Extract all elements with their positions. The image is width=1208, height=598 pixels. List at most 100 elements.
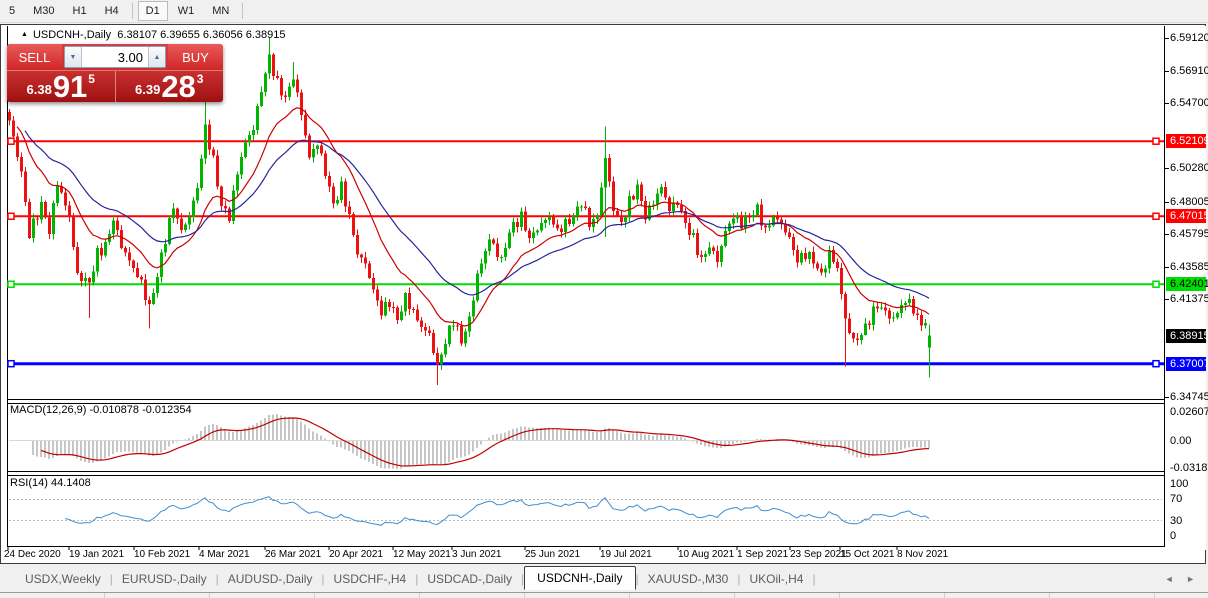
timeframe-toolbar: 5 M30 H1 H4 D1 W1 MN [0,0,1208,23]
tab-audusd-daily[interactable]: AUDUSD-,Daily [227,572,313,586]
timeframe-button-m30[interactable]: M30 [33,5,55,17]
price-tickmark [1165,299,1169,300]
indicator-tick-label: 30 [1170,515,1183,527]
macd-signal-line [40,417,930,467]
rsi-line [64,496,930,526]
tab-usdx-weekly[interactable]: USDX,Weekly [25,572,101,586]
date-label: 4 Mar 2021 [199,549,250,560]
price-tickmark [1165,202,1169,203]
price-level-line-6.52109[interactable] [7,137,1164,145]
volume-decrease-button[interactable]: ▼ [65,47,82,67]
indicator-tick-label: -0.03187 [1170,462,1208,474]
timeframe-button-5[interactable]: 5 [9,5,16,17]
price-level-line-6.42401[interactable] [7,280,1164,288]
timeframe-button-mn[interactable]: MN [212,5,230,17]
date-label: 10 Aug 2021 [678,549,735,560]
tab-separator: | [812,572,816,586]
chart-plot[interactable] [7,26,1165,553]
price-tick-label: 6.34745 [1170,391,1208,403]
ma-fast-line [16,107,930,327]
price-tick-label: 6.41375 [1170,293,1208,305]
one-click-trading-panel: SELL ▼ 3.00 ▲ BUY 6.38 91 5 6.39 28 3 [7,44,223,102]
tab-scroll-arrows[interactable]: ◄ ► [1164,574,1200,584]
tab-separator: | [109,572,113,586]
toolbar-separator [131,3,133,19]
volume-spinner: ▼ 3.00 ▲ [64,46,166,68]
price-tickmark [1165,397,1169,398]
macd-histogram [32,414,930,469]
ma-slow-line [24,130,930,299]
price-tickmark [1165,103,1169,104]
price-level-label: 6.37007 [1166,357,1208,371]
rsi-indicator-label: RSI(14) 44.1408 [10,477,91,489]
price-tick-label: 6.54700 [1170,97,1208,109]
current-price-label: 6.38915 [1166,329,1208,343]
date-label: 20 Apr 2021 [329,549,383,560]
buy-price-big: 28 [161,69,196,102]
tab-separator: | [415,572,419,586]
timeframe-button-h1[interactable]: H1 [72,5,87,17]
indicator-tick-label: 100 [1170,478,1189,490]
price-tickmark [1165,38,1169,39]
timeframe-button-d1[interactable]: D1 [137,1,168,21]
price-tick-label: 6.48005 [1170,196,1208,208]
buy-price-pip: 3 [196,72,204,86]
buy-button[interactable]: BUY [168,44,223,70]
price-axis: 6.59120 6.56910 6.54700 6.50280 6.48005 6.457… [1165,26,1208,550]
timeframe-button-h4[interactable]: H4 [104,5,119,17]
price-tickmark [1165,168,1169,169]
chart-symbol-label: USDCNH-,Daily [32,29,112,41]
tab-usdcnh-daily[interactable]: USDCNH-,Daily [524,566,636,590]
date-label: 19 Jan 2021 [69,549,125,560]
date-label: 19 Jul 2021 [600,549,652,560]
tab-separator: | [321,572,325,586]
price-level-line-6.47015[interactable] [7,212,1164,221]
tab-separator: | [521,572,525,586]
date-label: 12 May 2021 [393,549,451,560]
chart-ohlc-values: 6.38107 6.39655 6.36056 6.38915 [117,29,286,41]
indicator-tick-label: 0.02607 [1170,406,1208,418]
price-tick-label: 6.59120 [1170,32,1208,44]
date-label: 1 Sep 2021 [737,549,789,560]
price-tickmark [1165,267,1169,268]
date-label: 10 Feb 2021 [134,549,191,560]
tab-usdcad-daily[interactable]: USDCAD-,Daily [427,572,513,586]
terminal-panel-edge [0,592,1208,598]
price-level-label: 6.52109 [1166,134,1208,148]
indicator-tick-label: 0 [1170,530,1177,542]
sell-quote[interactable]: 6.38 91 5 [7,71,116,102]
price-level-line-6.37007[interactable] [7,359,1164,368]
toolbar-separator [242,3,244,19]
date-label: 23 Sep 2021 [790,549,847,560]
tab-separator: | [635,572,639,586]
price-tick-label: 6.56910 [1170,65,1208,77]
sell-price-pip: 5 [88,72,95,86]
price-level-label: 6.42401 [1166,277,1208,291]
date-label: 3 Jun 2021 [452,549,502,560]
tab-separator: | [215,572,219,586]
date-ticks [7,547,898,550]
date-label: 26 Mar 2021 [265,549,322,560]
price-tick-label: 6.45795 [1170,228,1208,240]
panel-borders [7,26,1165,547]
indicator-tick-label: 70 [1170,493,1183,505]
volume-input[interactable]: 3.00 [82,47,148,67]
date-label: 8 Nov 2021 [897,549,949,560]
date-label: 15 Oct 2021 [840,549,895,560]
date-label: 25 Jun 2021 [525,549,581,560]
candles-layer [8,36,931,386]
buy-quote[interactable]: 6.39 28 3 [116,71,224,102]
tab-usdchf-h4[interactable]: USDCHF-,H4 [333,572,407,586]
chart-tab-bar: USDX,Weekly | EURUSD-,Daily | AUDUSD-,Daily |… [0,566,1208,592]
timeframe-button-w1[interactable]: W1 [177,5,195,17]
chart-title: ▲ USDCNH-,Daily 6.38107 6.39655 6.36056 6… [21,29,286,41]
sell-button[interactable]: SELL [7,44,62,70]
tab-separator: | [737,572,741,586]
tab-eurusd-daily[interactable]: EURUSD-,Daily [121,572,207,586]
tab-ukoil-h4[interactable]: UKOil-,H4 [749,572,804,586]
collapse-triangle-icon[interactable]: ▲ [21,31,28,38]
date-label: 24 Dec 2020 [4,549,61,560]
volume-increase-button[interactable]: ▲ [148,47,165,67]
tab-xauusd-m30[interactable]: XAUUSD-,M30 [647,572,729,586]
